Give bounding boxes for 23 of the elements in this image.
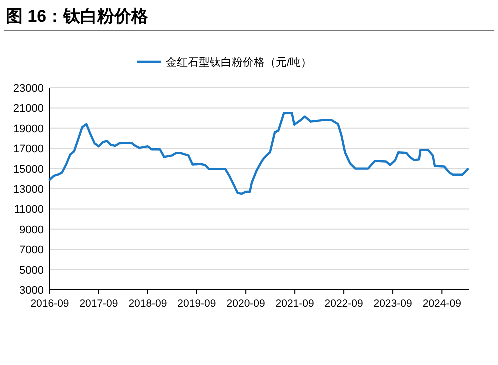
x-tick-label: 2018-09 [128, 298, 168, 310]
y-tick-label: 21000 [13, 103, 44, 116]
y-tick-label: 5000 [20, 264, 44, 277]
y-tick-label: 7000 [20, 244, 44, 257]
line-series [48, 112, 470, 196]
y-tick-label: 13000 [13, 184, 44, 196]
x-tick-label: 2023-09 [374, 298, 412, 310]
y-tick-label: 9000 [20, 224, 44, 236]
y-tick-label: 17000 [13, 144, 44, 156]
x-tick-label: 2020-09 [226, 298, 266, 310]
y-tick-label: 23000 [13, 83, 44, 95]
legend-label: 金红石型钛白粉价格（元/吨） [166, 56, 312, 69]
y-tick-label: 15000 [13, 164, 44, 176]
x-tick-label: 2024-09 [422, 298, 462, 310]
chart-title: 图 16：钛白粉价格 [6, 7, 150, 26]
y-tick-label: 19000 [13, 123, 44, 136]
x-tick-label: 2019-09 [178, 298, 216, 310]
x-tick-label: 2021-09 [276, 298, 314, 310]
y-tick-label: 3000 [20, 285, 44, 297]
x-tick-label: 2016-09 [30, 298, 70, 310]
x-tick-label: 2017-09 [80, 298, 118, 310]
y-tick-label: 11000 [14, 204, 44, 216]
x-tick-label: 2022-09 [324, 298, 364, 310]
